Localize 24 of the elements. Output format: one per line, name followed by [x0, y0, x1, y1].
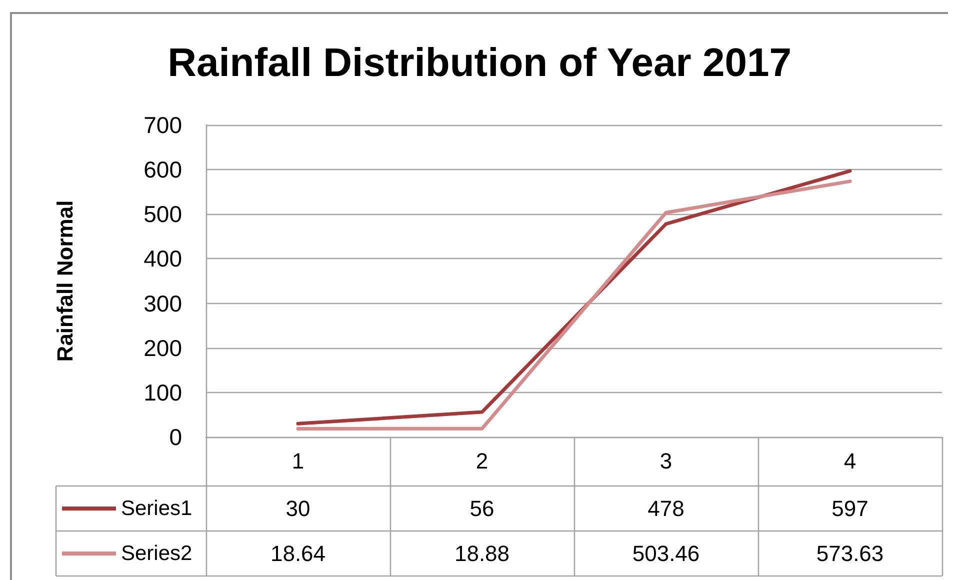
data-label: 597 [832, 496, 868, 521]
x-tick-label: 1 [292, 448, 304, 474]
y-tick-label: 300 [144, 290, 182, 316]
data-label: 30 [286, 496, 310, 521]
y-tick-label: 600 [144, 156, 182, 183]
data-label: 573.63 [816, 541, 884, 566]
y-tick-label: 500 [144, 201, 182, 228]
x-tick-label: 3 [660, 448, 672, 474]
data-label: 18.64 [270, 541, 326, 566]
data-label: 478 [648, 496, 684, 521]
chart-title: Rainfall Distribution of Year 2017 [168, 41, 792, 85]
legend-label: Series2 [121, 542, 192, 565]
y-axis-title: Rainfall Normal [52, 200, 78, 362]
y-tick-label: 400 [144, 246, 182, 272]
x-tick-label: 2 [476, 448, 488, 474]
y-tick-label: 700 [144, 112, 182, 138]
y-tick-label: 100 [144, 379, 182, 406]
data-label: 18.88 [454, 541, 510, 566]
y-tick-label: 200 [144, 334, 182, 361]
data-label: 56 [470, 496, 494, 521]
data-label: 503.46 [632, 541, 700, 566]
x-tick-label: 4 [844, 448, 856, 474]
legend-label: Series1 [121, 497, 192, 520]
y-tick-label: 0 [169, 424, 182, 450]
